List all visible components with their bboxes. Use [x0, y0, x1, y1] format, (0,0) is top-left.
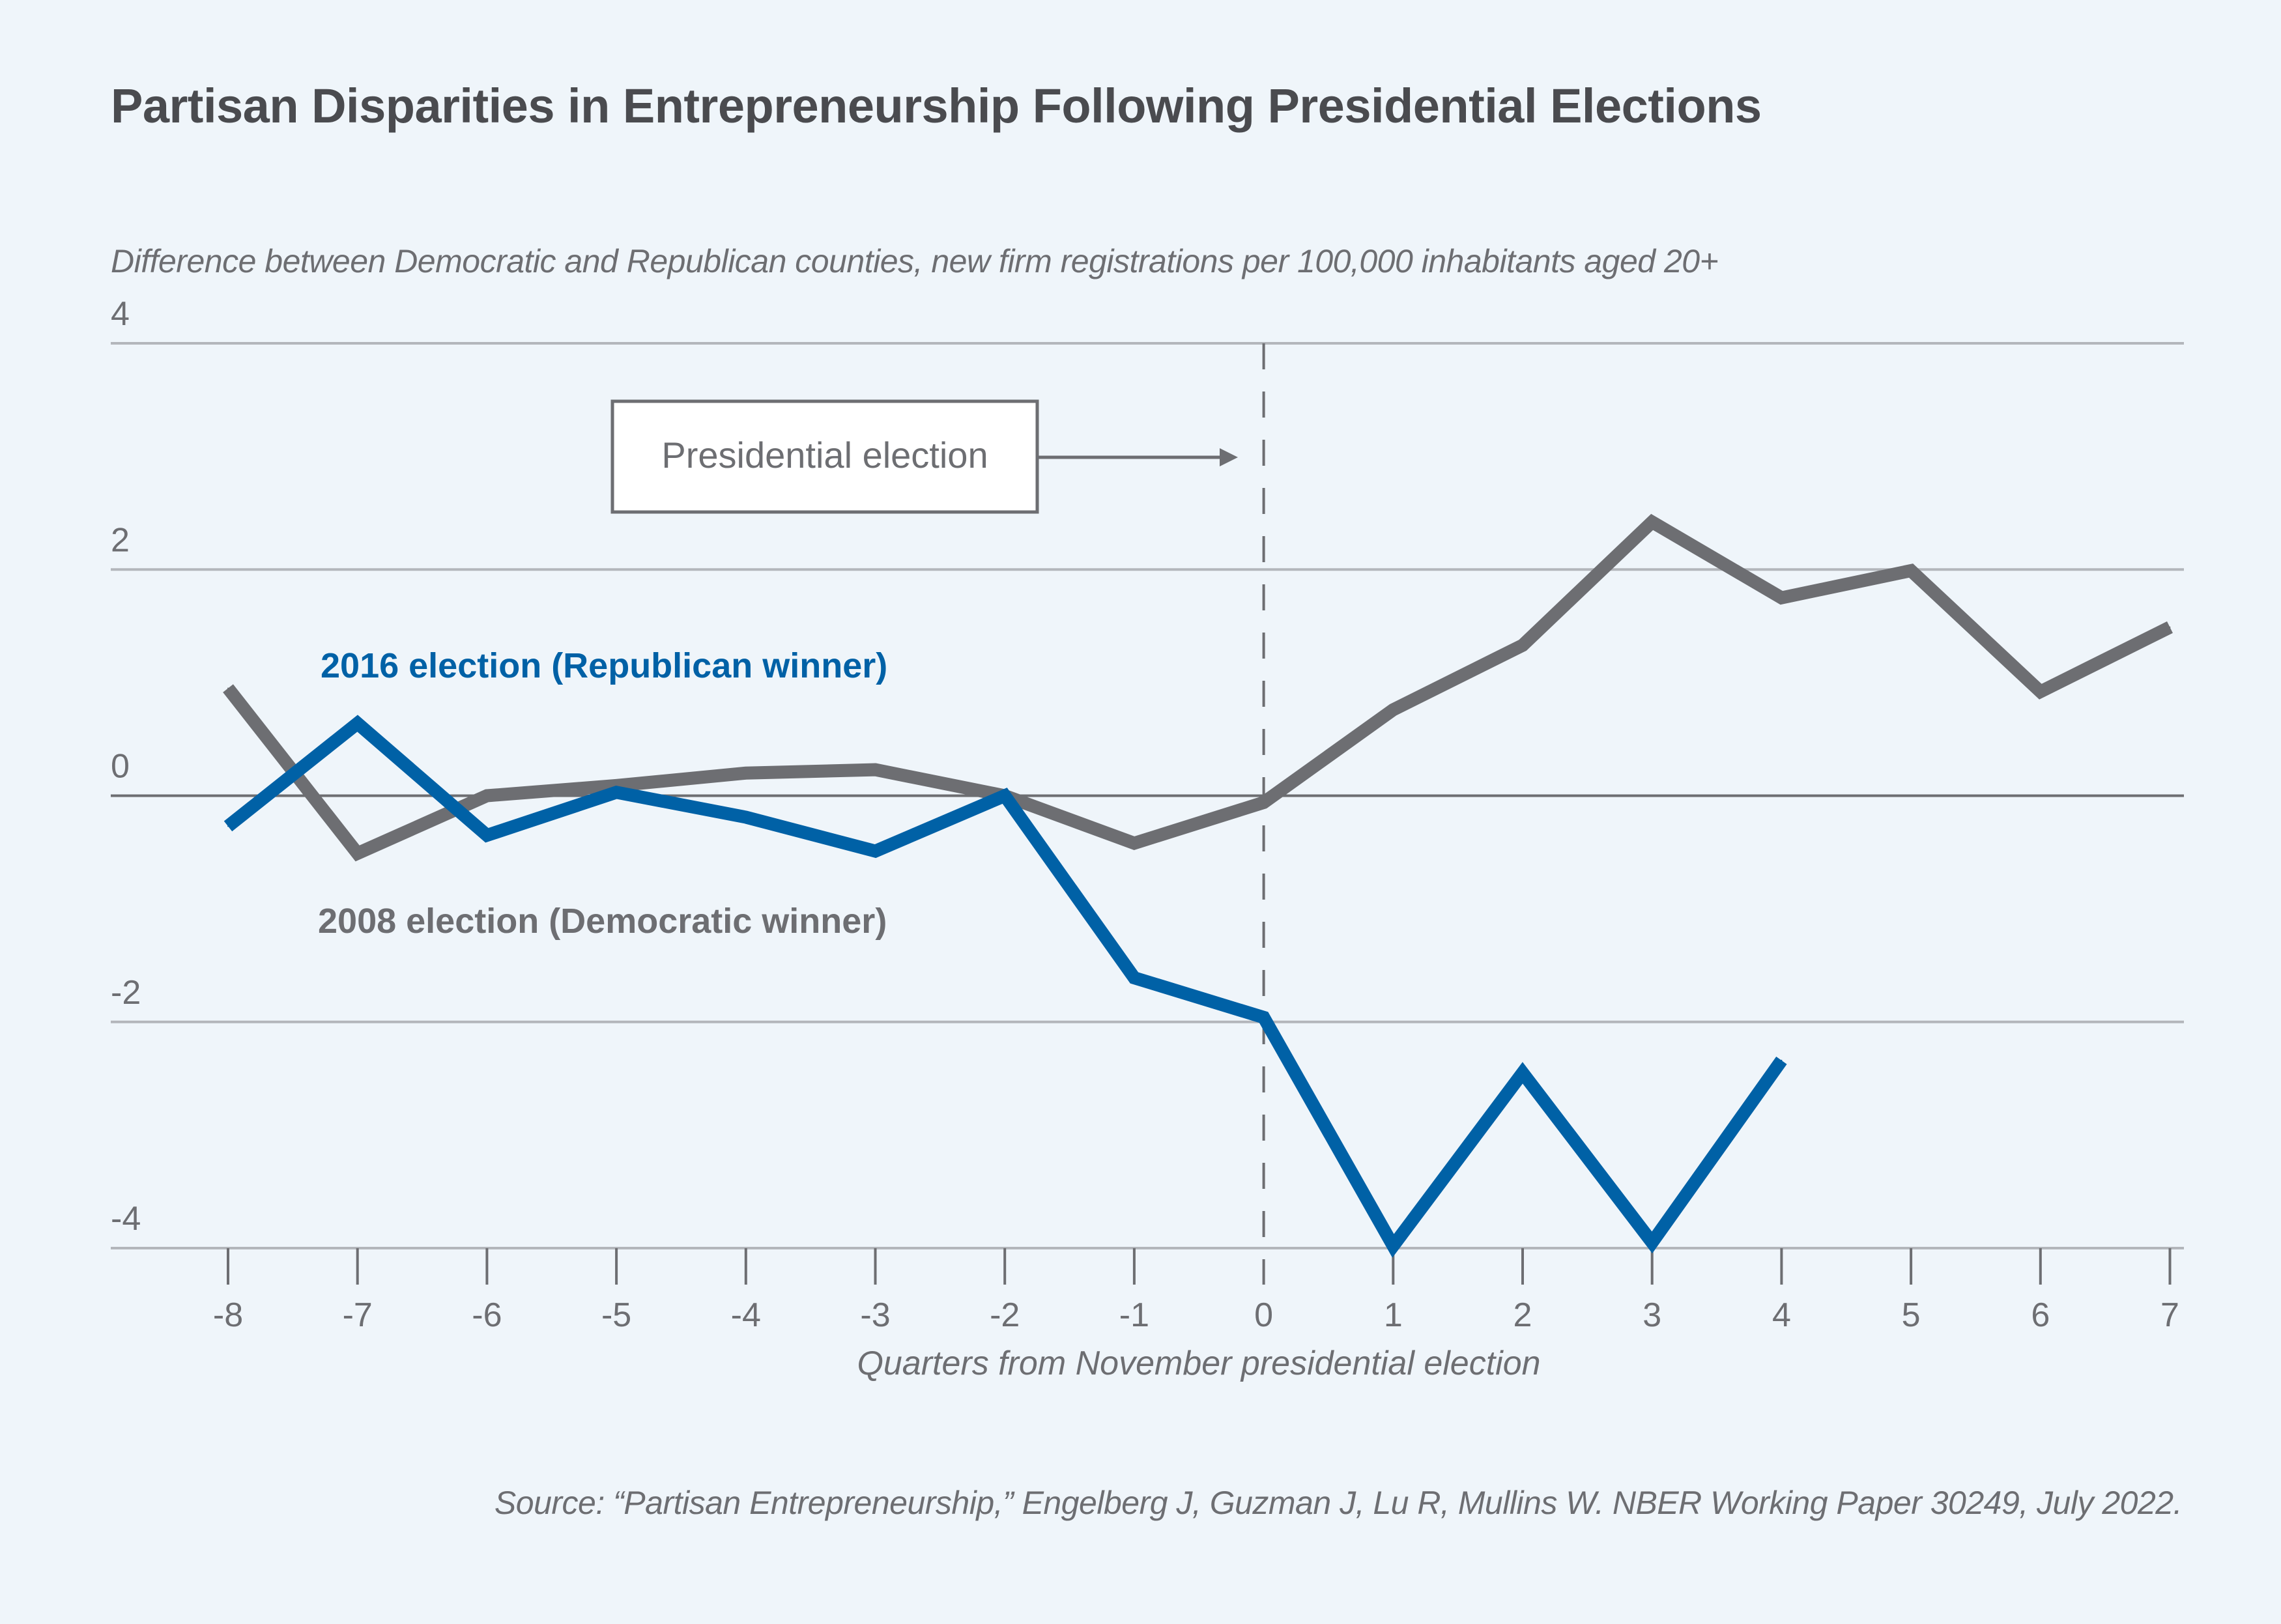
data-point-2016 [1263, 1016, 1265, 1018]
series-label-2008: 2008 election (Democratic winner) [318, 902, 887, 941]
data-point-2016 [1133, 977, 1135, 979]
data-point-2008 [1651, 521, 1653, 523]
x-tick-label: 1 [1384, 1296, 1403, 1334]
data-point-2008 [486, 795, 488, 797]
x-tick-label: 6 [2031, 1296, 2050, 1334]
data-point-2008 [2169, 626, 2171, 628]
x-tick-label: -8 [213, 1296, 243, 1334]
data-point-2016 [486, 834, 488, 836]
data-point-2008 [2039, 691, 2041, 692]
annotation-arrow-head [1220, 448, 1238, 466]
x-tick-label: 5 [1902, 1296, 1921, 1334]
x-tick-label: 3 [1643, 1296, 1661, 1334]
x-tick-label: -3 [860, 1296, 890, 1334]
y-tick-label: -4 [111, 1200, 141, 1238]
data-point-2016 [1781, 1059, 1783, 1061]
data-point-2008 [1392, 709, 1394, 711]
source-note: Source: “Partisan Entrepreneurship,” Eng… [494, 1485, 2183, 1521]
x-tick-label: -7 [343, 1296, 373, 1334]
x-tick-label: -6 [472, 1296, 502, 1334]
x-axis-ticks: -8 -7 -6 -5 -4 -3 -2 -1 0 1 2 3 4 5 6 7 [213, 1248, 2179, 1334]
data-point-2016 [1004, 795, 1006, 797]
data-point-2008 [1910, 569, 1912, 571]
data-point-2008 [1263, 801, 1265, 803]
chart-subtitle: Difference between Democratic and Republ… [111, 243, 1719, 279]
y-axis-ticks: 4 2 0 -2 -4 [111, 295, 141, 1238]
annotation-rect [610, 399, 1039, 514]
data-point-2008 [356, 853, 358, 855]
data-point-2016 [1392, 1245, 1394, 1247]
annotation-label: Presidential election [661, 434, 988, 476]
data-point-2008 [1522, 644, 1523, 646]
series-line-2008 [223, 513, 2173, 862]
data-point-2008 [745, 772, 747, 774]
annotation-box: Presidential election [610, 399, 1238, 514]
data-point-2016 [616, 791, 618, 793]
x-tick-label: -5 [601, 1296, 631, 1334]
series-label-2016: 2016 election (Republican winner) [321, 646, 887, 685]
x-tick-label: -4 [731, 1296, 761, 1334]
data-point-2016 [874, 850, 876, 852]
data-point-2016 [1522, 1072, 1523, 1074]
y-tick-label: 2 [111, 521, 130, 559]
data-point-2016 [227, 825, 229, 827]
data-point-2008 [1781, 597, 1783, 599]
data-point-2008 [874, 769, 876, 771]
y-tick-label: 4 [111, 295, 130, 333]
x-tick-label: 2 [1513, 1296, 1532, 1334]
x-tick-label: -1 [1119, 1296, 1149, 1334]
data-point-2008 [227, 687, 229, 689]
x-tick-label: -2 [990, 1296, 1020, 1334]
x-tick-label: 4 [1772, 1296, 1791, 1334]
data-point-2008 [1133, 842, 1135, 844]
x-tick-label: 0 [1254, 1296, 1273, 1334]
chart-title: Partisan Disparities in Entrepreneurship… [111, 79, 1762, 133]
y-tick-label: 0 [111, 748, 130, 786]
x-axis-label: Quarters from November presidential elec… [857, 1345, 1540, 1382]
y-tick-label: -2 [111, 974, 141, 1012]
x-tick-label: 7 [2160, 1296, 2179, 1334]
data-point-2016 [1651, 1242, 1653, 1244]
data-point-2016 [745, 816, 747, 818]
gridlines [111, 342, 2184, 1249]
data-point-2016 [356, 722, 358, 724]
